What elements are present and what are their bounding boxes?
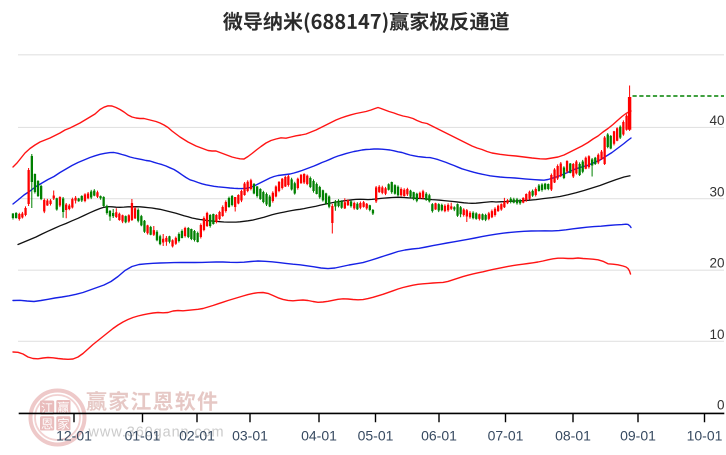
svg-text:01-01: 01-01 [125, 428, 161, 444]
svg-text:05-01: 05-01 [358, 428, 394, 444]
svg-text:12-01: 12-01 [56, 428, 92, 444]
svg-text:0: 0 [717, 398, 725, 413]
svg-text:www.360gann.com: www.360gann.com [88, 425, 225, 441]
svg-text:20: 20 [709, 256, 724, 271]
svg-text:09-01: 09-01 [620, 428, 656, 444]
svg-text:04-01: 04-01 [301, 428, 337, 444]
svg-text:03-01: 03-01 [232, 428, 268, 444]
svg-text:10: 10 [709, 327, 724, 342]
svg-text:02-01: 02-01 [179, 428, 215, 444]
svg-text:40: 40 [709, 113, 724, 128]
svg-text:07-01: 07-01 [488, 428, 524, 444]
svg-text:06-01: 06-01 [421, 428, 457, 444]
svg-text:30: 30 [709, 184, 724, 199]
svg-text:10-01: 10-01 [687, 428, 723, 444]
svg-text:08-01: 08-01 [555, 428, 591, 444]
